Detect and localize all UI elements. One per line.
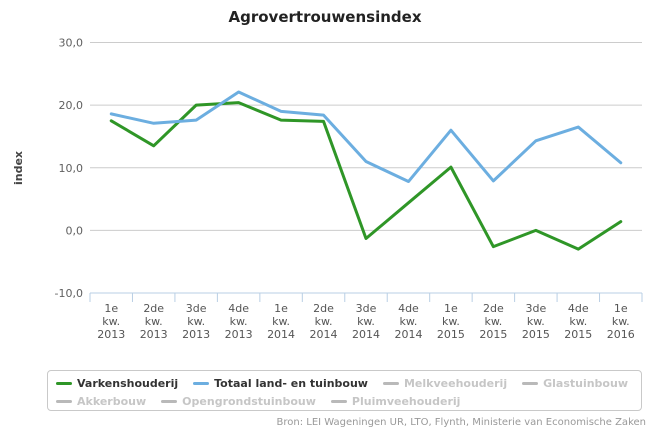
x-tick-label: 2014 [394, 328, 422, 341]
x-tick-label: 2015 [437, 328, 465, 341]
legend-item-melkveehouderij[interactable]: Melkveehouderij [382, 376, 508, 390]
source-credit: Bron: LEI Wageningen UR, LTO, Flynth, Mi… [276, 417, 646, 428]
y-tick-label: -10,0 [55, 287, 83, 300]
x-tick-label: kw. [484, 315, 502, 328]
legend: Varkenshouderij Totaal land- en tuinbouw M… [47, 370, 642, 411]
x-tick-label: kw. [612, 315, 630, 328]
y-axis-labels: 30,0 20,0 10,0 0,0 -10,0 [55, 37, 83, 301]
legend-swatch-melkveehouderij [382, 381, 399, 385]
legend-item-glastuinbouw[interactable]: Glastuinbouw [522, 377, 628, 390]
y-tick-label: 30,0 [59, 37, 84, 50]
legend-item-totaal-land-en-tuinbouw[interactable]: Totaal land- en tuinbouw [193, 377, 368, 390]
legend-label-melkveehouderij: Melkveehouderij [403, 376, 508, 390]
x-tick-label: kw. [569, 315, 587, 328]
x-tick-label: kw. [527, 315, 545, 328]
legend-swatch-glastuinbouw [522, 381, 539, 385]
x-tick-label: 2014 [310, 328, 338, 341]
legend-label-pluimveehouderij: Pluimveehouderij [351, 394, 461, 408]
legend-swatch-pluimveehouderij [330, 399, 347, 403]
x-tick-label: kw. [442, 315, 460, 328]
series-line-varkenshouderij[interactable] [109, 101, 623, 251]
x-tick-label: 2013 [97, 328, 125, 341]
legend-label-opengrondstuinbouw: Opengrondstuinbouw [182, 394, 316, 408]
legend-label-totaal-land-en-tuinbouw: Totaal land- en tuinbouw [214, 376, 368, 390]
x-tick-label: 2de [483, 302, 504, 315]
legend-item-varkenshouderij[interactable]: Varkenshouderij [56, 377, 178, 390]
legend-swatch-akkerbouw [56, 399, 72, 403]
legend-swatch-opengrondstuinbouw [161, 399, 178, 403]
x-tick-label: kw. [272, 315, 290, 328]
legend-row: Varkenshouderij Totaal land- en tuinbouw M… [56, 374, 633, 392]
x-tick-label: 3de [525, 302, 546, 315]
x-tick-label: 4de [228, 302, 249, 315]
legend-label-varkenshouderij: Varkenshouderij [77, 376, 179, 390]
x-tick-label: 2013 [140, 328, 168, 341]
x-tick-label: kw. [400, 315, 418, 328]
gridlines [90, 42, 642, 231]
x-tick-label: 2014 [267, 328, 295, 341]
y-tick-label: 20,0 [59, 99, 84, 112]
x-tick-label: 3de [186, 302, 207, 315]
legend-label-akkerbouw: Akkerbouw [77, 394, 147, 408]
legend-row: Akkerbouw Opengrondstuinbouw Pluimveehoude… [56, 392, 633, 410]
series-line-totaal-land-en-tuinbouw[interactable] [109, 90, 623, 184]
x-tick-label: 2015 [479, 328, 507, 341]
legend-item-pluimveehouderij[interactable]: Pluimveehouderij [330, 394, 461, 408]
x-tick-label: 2014 [352, 328, 380, 341]
x-axis-labels: 1ekw.20132dekw.20133dekw.20134dekw.20131… [97, 302, 635, 341]
legend-label-glastuinbouw: Glastuinbouw [543, 376, 628, 390]
x-tick-label: 1e [614, 302, 628, 315]
y-axis-title: index [12, 151, 25, 185]
y-tick-label: 10,0 [59, 162, 84, 175]
x-axis [89, 292, 643, 302]
x-tick-label: 1e [444, 302, 458, 315]
x-tick-label: 3de [356, 302, 377, 315]
x-tick-label: 2013 [225, 328, 253, 341]
legend-item-akkerbouw[interactable]: Akkerbouw [56, 395, 146, 408]
x-tick-label: kw. [230, 315, 248, 328]
x-tick-label: kw. [315, 315, 333, 328]
y-tick-label: 0,0 [66, 224, 84, 237]
x-tick-label: 1e [274, 302, 288, 315]
legend-item-opengrondstuinbouw[interactable]: Opengrondstuinbouw [161, 395, 316, 408]
x-tick-label: 1e [104, 302, 118, 315]
x-tick-label: kw. [187, 315, 205, 328]
x-tick-label: kw. [357, 315, 375, 328]
x-tick-label: 2015 [564, 328, 592, 341]
x-tick-label: kw. [102, 315, 120, 328]
x-tick-label: 2013 [182, 328, 210, 341]
x-tick-label: 2de [143, 302, 164, 315]
x-tick-label: kw. [145, 315, 163, 328]
x-tick-label: 4de [568, 302, 589, 315]
x-tick-label: 2de [313, 302, 334, 315]
x-tick-label: 2015 [522, 328, 550, 341]
x-tick-label: 4de [398, 302, 419, 315]
chart-title: Agrovertrouwensindex [228, 8, 422, 26]
legend-swatch-totaal-land-en-tuinbouw [193, 381, 210, 385]
legend-swatch-varkenshouderij [56, 381, 72, 385]
x-tick-label: 2016 [607, 328, 635, 341]
